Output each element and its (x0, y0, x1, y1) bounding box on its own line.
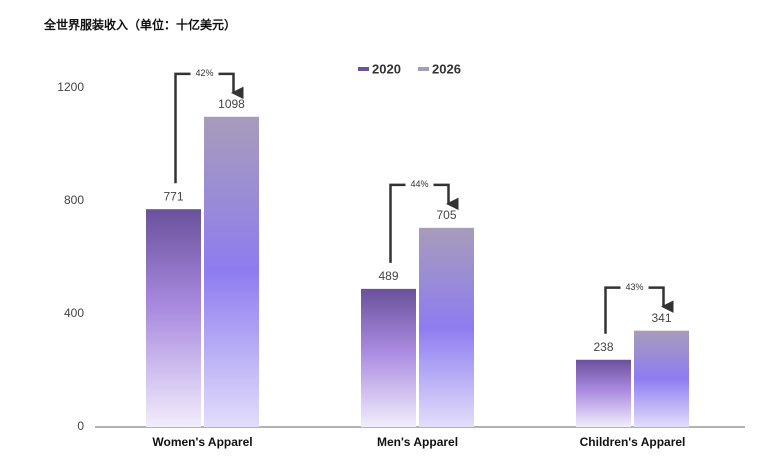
y-tick-label: 0 (77, 419, 84, 433)
bar (634, 330, 689, 427)
y-tick-label: 800 (64, 193, 84, 207)
value-label: 1098 (218, 97, 245, 111)
y-tick-label: 1200 (57, 80, 84, 94)
x-tick-label: Women's Apparel (152, 435, 252, 449)
x-tick-label: Children's Apparel (580, 435, 686, 449)
legend-swatch (358, 67, 369, 71)
bar (576, 359, 631, 427)
annotation-bg (405, 177, 434, 192)
legend-label: 2026 (432, 61, 461, 76)
value-label: 771 (163, 189, 183, 203)
x-tick-label: Men's Apparel (377, 435, 458, 449)
bar (146, 209, 201, 427)
value-label: 238 (593, 340, 613, 354)
annotation-bg (620, 280, 649, 295)
annotation: 42% (195, 68, 213, 78)
legend-swatch (418, 67, 429, 71)
annotation-bg (190, 66, 219, 81)
annotation: 44% (410, 179, 428, 189)
bar (204, 116, 259, 427)
value-label: 489 (378, 269, 398, 283)
value-label: 705 (436, 208, 456, 222)
chart-title: 全世界服装收入（单位：十亿美元） (43, 17, 236, 32)
value-label: 341 (651, 311, 671, 325)
y-tick-label: 400 (64, 306, 84, 320)
legend-label: 2020 (372, 61, 401, 76)
annotation: 43% (625, 282, 643, 292)
bar (419, 227, 474, 427)
bar (361, 288, 416, 427)
